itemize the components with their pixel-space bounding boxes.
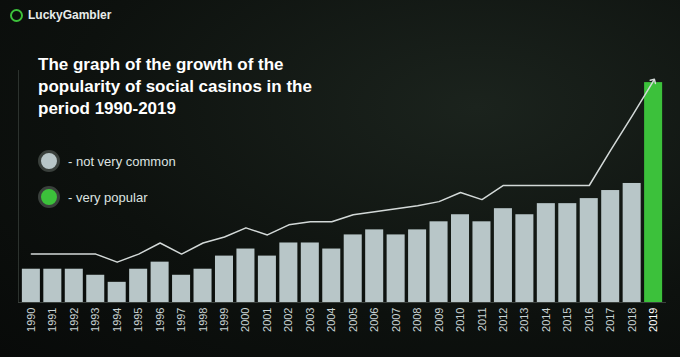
html-text:The graph of the growth of the: The graph of the growth of the popularit… (38, 55, 312, 119)
svg-text:2005: 2005 (347, 308, 359, 332)
svg-text:2015: 2015 (561, 308, 573, 332)
svg-text:2007: 2007 (390, 308, 402, 332)
svg-text:2002: 2002 (282, 308, 294, 332)
svg-text:1994: 1994 (111, 308, 123, 332)
svg-text:2018: 2018 (626, 308, 638, 332)
svg-text:2016: 2016 (583, 308, 595, 332)
svg-text:1992: 1992 (68, 308, 80, 332)
svg-text:2017: 2017 (604, 308, 616, 332)
svg-text:1995: 1995 (132, 308, 144, 332)
html-text:LuckyGambler: LuckyGambler (28, 8, 112, 22)
svg-text:2009: 2009 (433, 308, 445, 332)
svg-text:2012: 2012 (497, 308, 509, 332)
svg-text:1996: 1996 (154, 308, 166, 332)
svg-text:2011: 2011 (475, 308, 487, 332)
svg-text:2006: 2006 (368, 308, 380, 332)
svg-text:1990: 1990 (25, 308, 37, 332)
svg-text:2013: 2013 (518, 308, 530, 332)
svg-text:1991: 1991 (46, 308, 58, 332)
svg-text:2001: 2001 (261, 308, 273, 332)
svg-text:1997: 1997 (175, 308, 187, 332)
svg-text:1998: 1998 (197, 308, 209, 332)
svg-text:2014: 2014 (540, 308, 552, 332)
svg-text:2019: 2019 (647, 308, 659, 332)
html-text:- not very common: - not very common (68, 153, 176, 169)
svg-text:2010: 2010 (454, 308, 466, 332)
svg-text:1999: 1999 (218, 308, 230, 332)
svg-text:2003: 2003 (304, 308, 316, 332)
svg-text:1993: 1993 (89, 308, 101, 332)
svg-text:2004: 2004 (325, 308, 337, 332)
svg-text:2000: 2000 (239, 308, 251, 332)
html-text:- very popular: - very popular (68, 189, 148, 205)
svg-text:2008: 2008 (411, 308, 423, 332)
